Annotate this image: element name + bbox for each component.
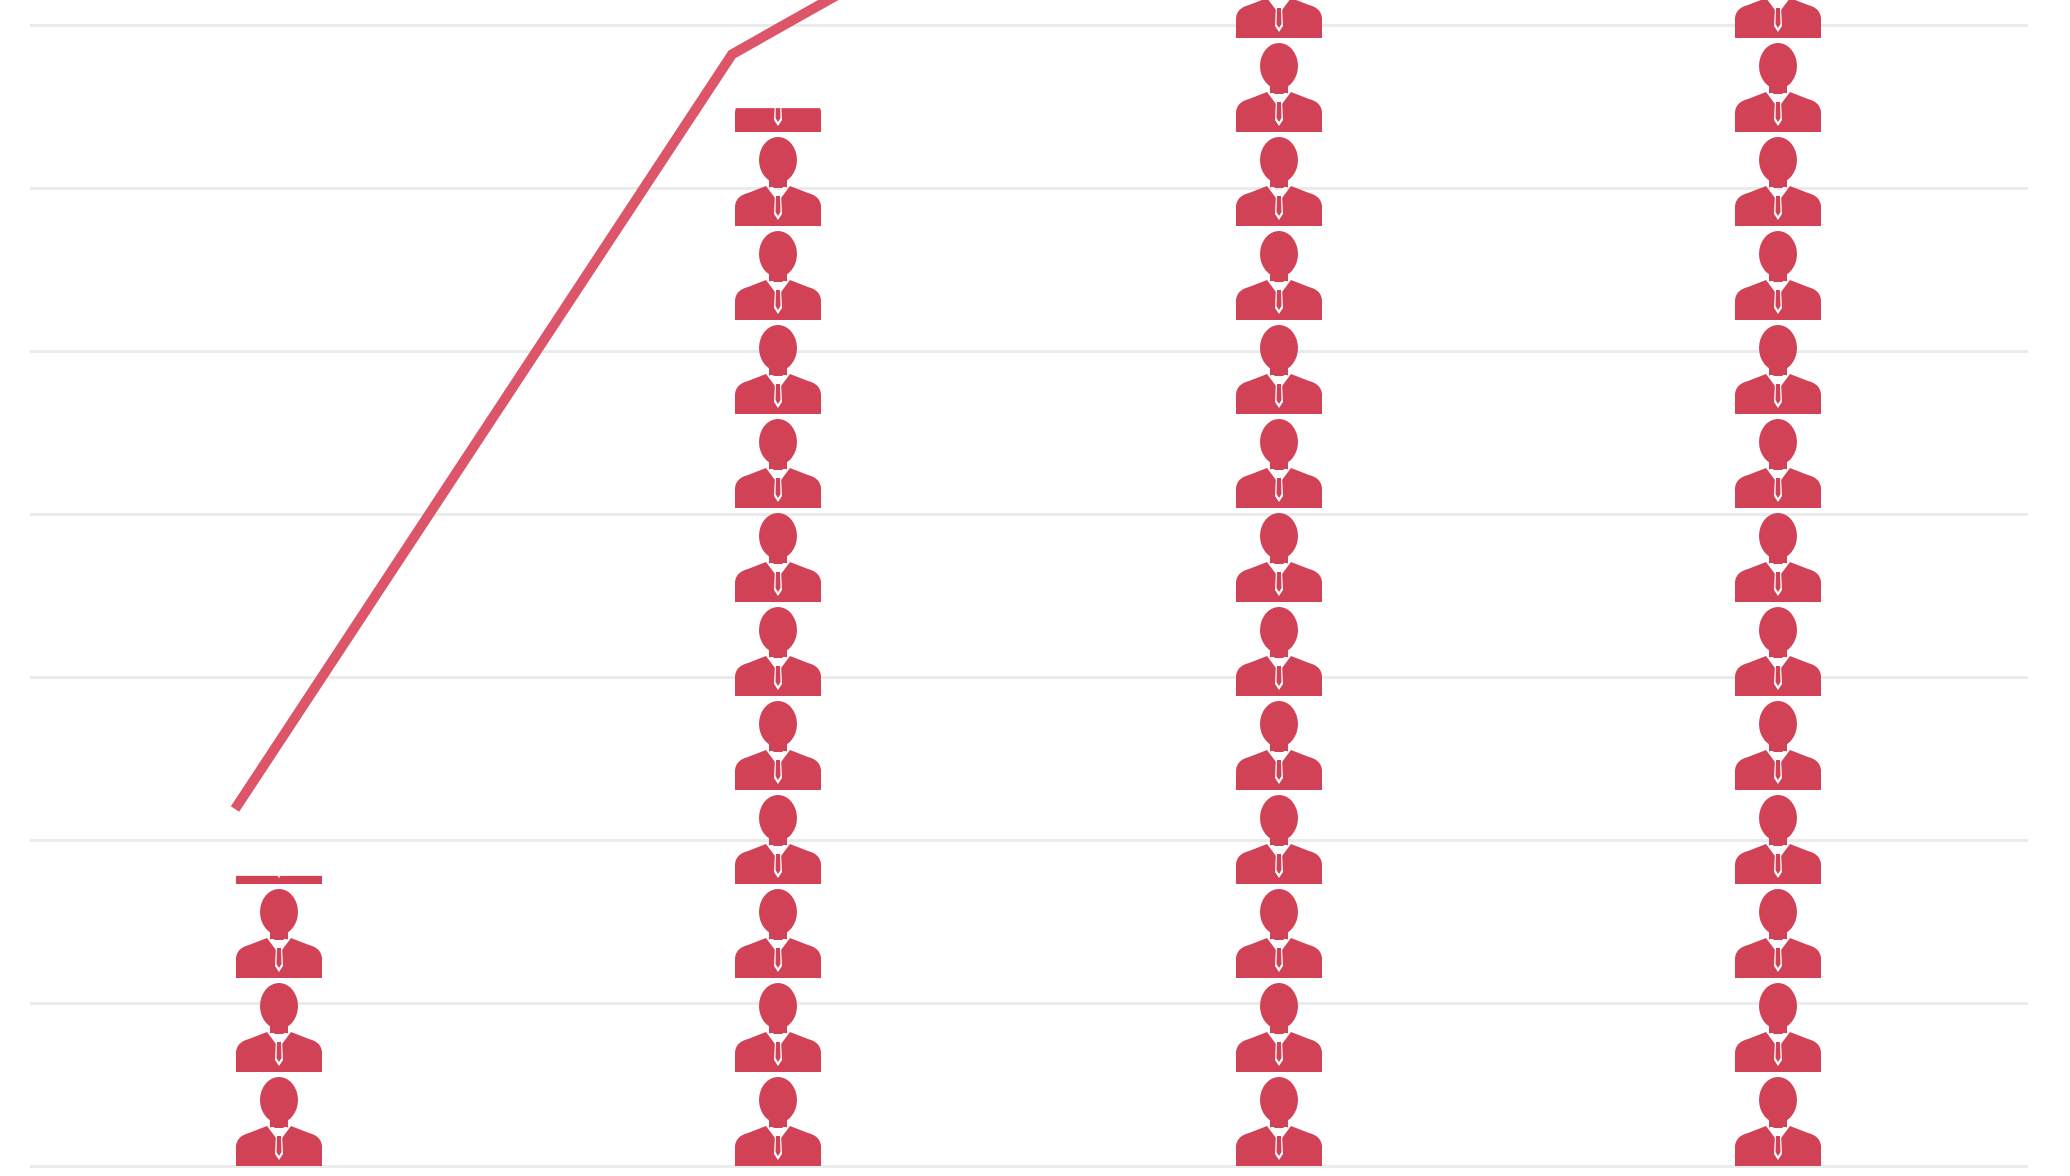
person-icon xyxy=(236,983,322,1072)
person-icon xyxy=(1735,43,1821,132)
person-icon xyxy=(1735,231,1821,320)
icon-bar xyxy=(1735,0,1821,1166)
person-icon xyxy=(735,419,821,508)
trend-line xyxy=(230,0,839,812)
person-icon xyxy=(236,889,322,978)
icon-bars xyxy=(236,0,1821,1166)
trend-line-group xyxy=(230,0,839,812)
person-icon xyxy=(735,983,821,1072)
person-icon xyxy=(1735,795,1821,884)
person-icon xyxy=(735,325,821,414)
person-icon xyxy=(1735,983,1821,1072)
person-icon xyxy=(735,108,821,132)
gridlines xyxy=(30,24,2028,1168)
person-icon xyxy=(1735,325,1821,414)
person-icon xyxy=(1236,231,1322,320)
person-icon xyxy=(735,607,821,696)
person-icon xyxy=(735,701,821,790)
person-icon xyxy=(1236,0,1322,38)
person-icon xyxy=(1735,0,1821,38)
person-icon xyxy=(1236,795,1322,884)
person-icon xyxy=(735,231,821,320)
person-icon xyxy=(1236,701,1322,790)
person-icon xyxy=(735,137,821,226)
person-icon xyxy=(236,1077,322,1166)
person-icon xyxy=(735,795,821,884)
person-icon xyxy=(1735,1077,1821,1166)
person-icon xyxy=(1735,889,1821,978)
person-icon xyxy=(1735,419,1821,508)
person-icon xyxy=(1735,701,1821,790)
icon-bar xyxy=(236,875,322,1166)
person-icon xyxy=(1236,419,1322,508)
person-icon xyxy=(1735,607,1821,696)
icon-bar xyxy=(735,108,821,1166)
person-icon xyxy=(1236,983,1322,1072)
person-icon xyxy=(1236,137,1322,226)
icon-bar xyxy=(1236,0,1322,1166)
person-icon xyxy=(1735,513,1821,602)
person-icon xyxy=(1735,137,1821,226)
person-icon xyxy=(1236,607,1322,696)
person-icon xyxy=(735,889,821,978)
person-icon xyxy=(1236,889,1322,978)
person-icon xyxy=(1236,325,1322,414)
person-icon xyxy=(735,1077,821,1166)
person-icon xyxy=(236,875,322,884)
person-icon xyxy=(1236,1077,1322,1166)
person-icon xyxy=(1236,43,1322,132)
person-icon xyxy=(735,513,821,602)
person-icon xyxy=(1236,513,1322,602)
